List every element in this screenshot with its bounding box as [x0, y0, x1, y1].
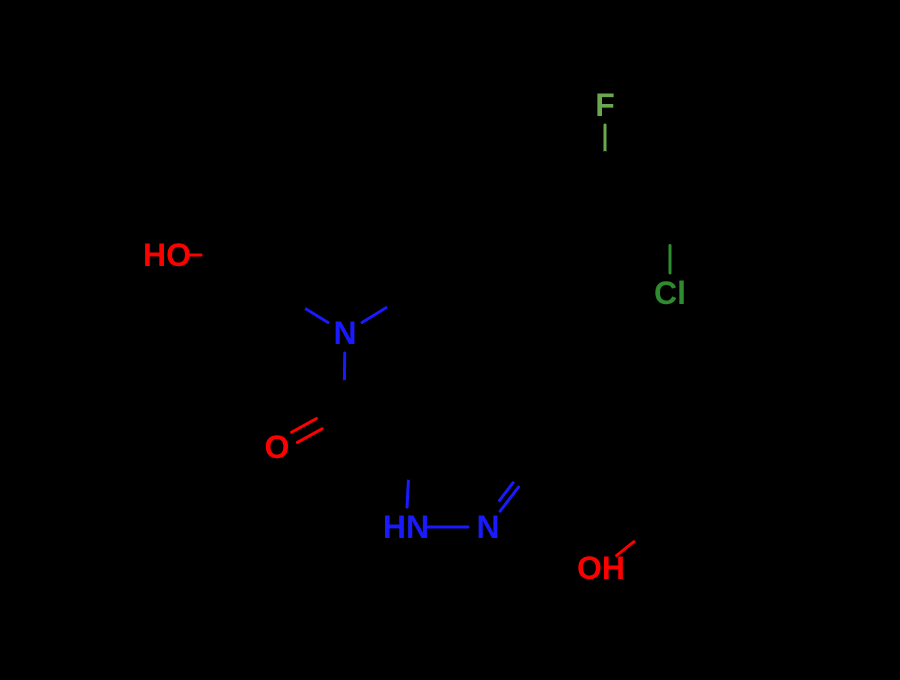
atom-label: OH	[577, 550, 625, 586]
atom-label: Cl	[654, 275, 686, 311]
atom-label: F	[595, 87, 615, 123]
atom-label: HO	[143, 237, 191, 273]
atom-label: HN	[383, 509, 429, 545]
atom-label: O	[265, 429, 290, 465]
atom-label: N	[333, 315, 356, 351]
atom-label: N	[476, 509, 499, 545]
chemical-structure: F Cl N HO O N HN OH	[0, 0, 900, 680]
